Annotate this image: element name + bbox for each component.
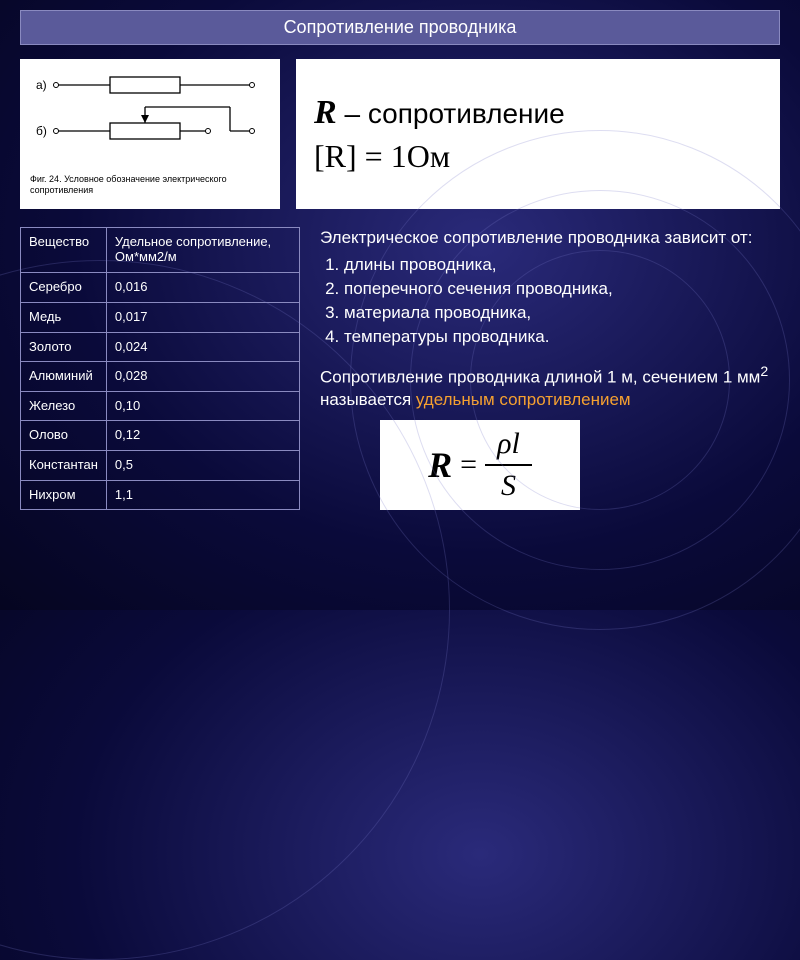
resistance-formula: R = ρl S [428, 424, 532, 507]
table-header-material: Вещество [21, 228, 107, 273]
formula2-r: R [428, 441, 452, 490]
depends-intro: Электрическое сопротивление проводника з… [320, 227, 780, 250]
depends-list: длины проводника, поперечного сечения пр… [344, 254, 780, 349]
bottom-text-mid: называется [320, 390, 416, 409]
formula2-eq: = [460, 445, 477, 486]
formula-line-1: R – сопротивление [314, 94, 762, 132]
formula-line-2: [R] = 1Ом [314, 138, 762, 175]
specific-resistance-text: Сопротивление проводника длиной 1 м, сеч… [320, 363, 780, 413]
list-item: материала проводника, [344, 302, 780, 325]
formula-dash: – [337, 98, 368, 129]
table-row: Константан0,5 [21, 451, 300, 481]
resistance-definition-block: R – сопротивление [R] = 1Ом [296, 59, 780, 209]
bottom-text-prefix: Сопротивление проводника длиной 1 м, сеч… [320, 367, 760, 386]
table-row: Медь0,017 [21, 303, 300, 333]
resistivity-table: Вещество Удельное сопротивление, Ом*мм2/… [20, 227, 300, 510]
diagram-label-b: б) [36, 124, 47, 138]
table-row: Золото0,024 [21, 332, 300, 362]
bottom-text-orange: удельным сопротивлением [416, 390, 631, 409]
list-item: поперечного сечения проводника, [344, 278, 780, 301]
right-column: Электрическое сопротивление проводника з… [320, 227, 780, 510]
table-header-resistivity: Удельное сопротивление, Ом*мм2/м [106, 228, 299, 273]
table-row: Олово0,12 [21, 421, 300, 451]
diagram-label-a: а) [36, 78, 47, 92]
top-row: а) б) Фиг. 24. Условное обозначение элек… [20, 59, 780, 209]
table-row: Алюминий0,028 [21, 362, 300, 392]
bottom-text-sup: 2 [760, 364, 768, 380]
formula2-fraction: ρl S [485, 424, 532, 507]
table-row: Железо0,10 [21, 391, 300, 421]
list-item: температуры проводника. [344, 326, 780, 349]
list-item: длины проводника, [344, 254, 780, 277]
formula2-numerator: ρl [485, 424, 532, 467]
table-row: Серебро0,016 [21, 273, 300, 303]
table-header-row: Вещество Удельное сопротивление, Ом*мм2/… [21, 228, 300, 273]
formula2-denominator: S [489, 466, 528, 507]
table-row: Нихром1,1 [21, 480, 300, 510]
resistor-symbol-diagram: а) б) Фиг. 24. Условное обозначение элек… [20, 59, 280, 209]
formula-r-variable: R [314, 94, 337, 131]
mid-row: Вещество Удельное сопротивление, Ом*мм2/… [20, 227, 780, 510]
resistance-formula-block: R = ρl S [380, 420, 580, 510]
slide-title: Сопротивление проводника [20, 10, 780, 45]
diagram-caption: Фиг. 24. Условное обозначение электричес… [30, 174, 270, 196]
formula-word: сопротивление [368, 98, 565, 129]
